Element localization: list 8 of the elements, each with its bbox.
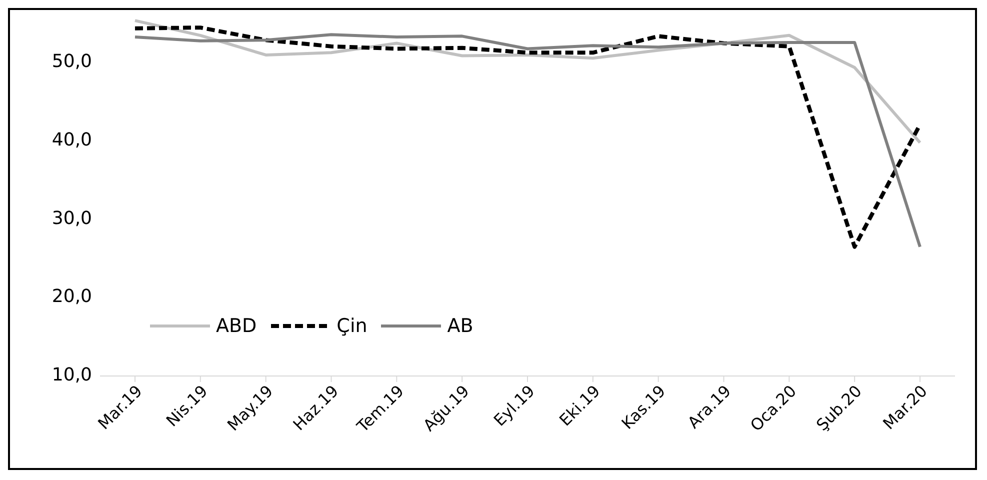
- y-tick-label: 40,0: [52, 130, 92, 151]
- y-tick-label: 10,0: [52, 364, 92, 386]
- legend-label: AB: [446, 315, 474, 337]
- y-tick-label: 50,0: [52, 51, 92, 72]
- y-tick-label: 30,0: [52, 208, 92, 229]
- y-tick-label: 20,0: [52, 286, 92, 308]
- legend-label: Çin: [336, 315, 368, 337]
- legend-label: ABD: [215, 315, 257, 337]
